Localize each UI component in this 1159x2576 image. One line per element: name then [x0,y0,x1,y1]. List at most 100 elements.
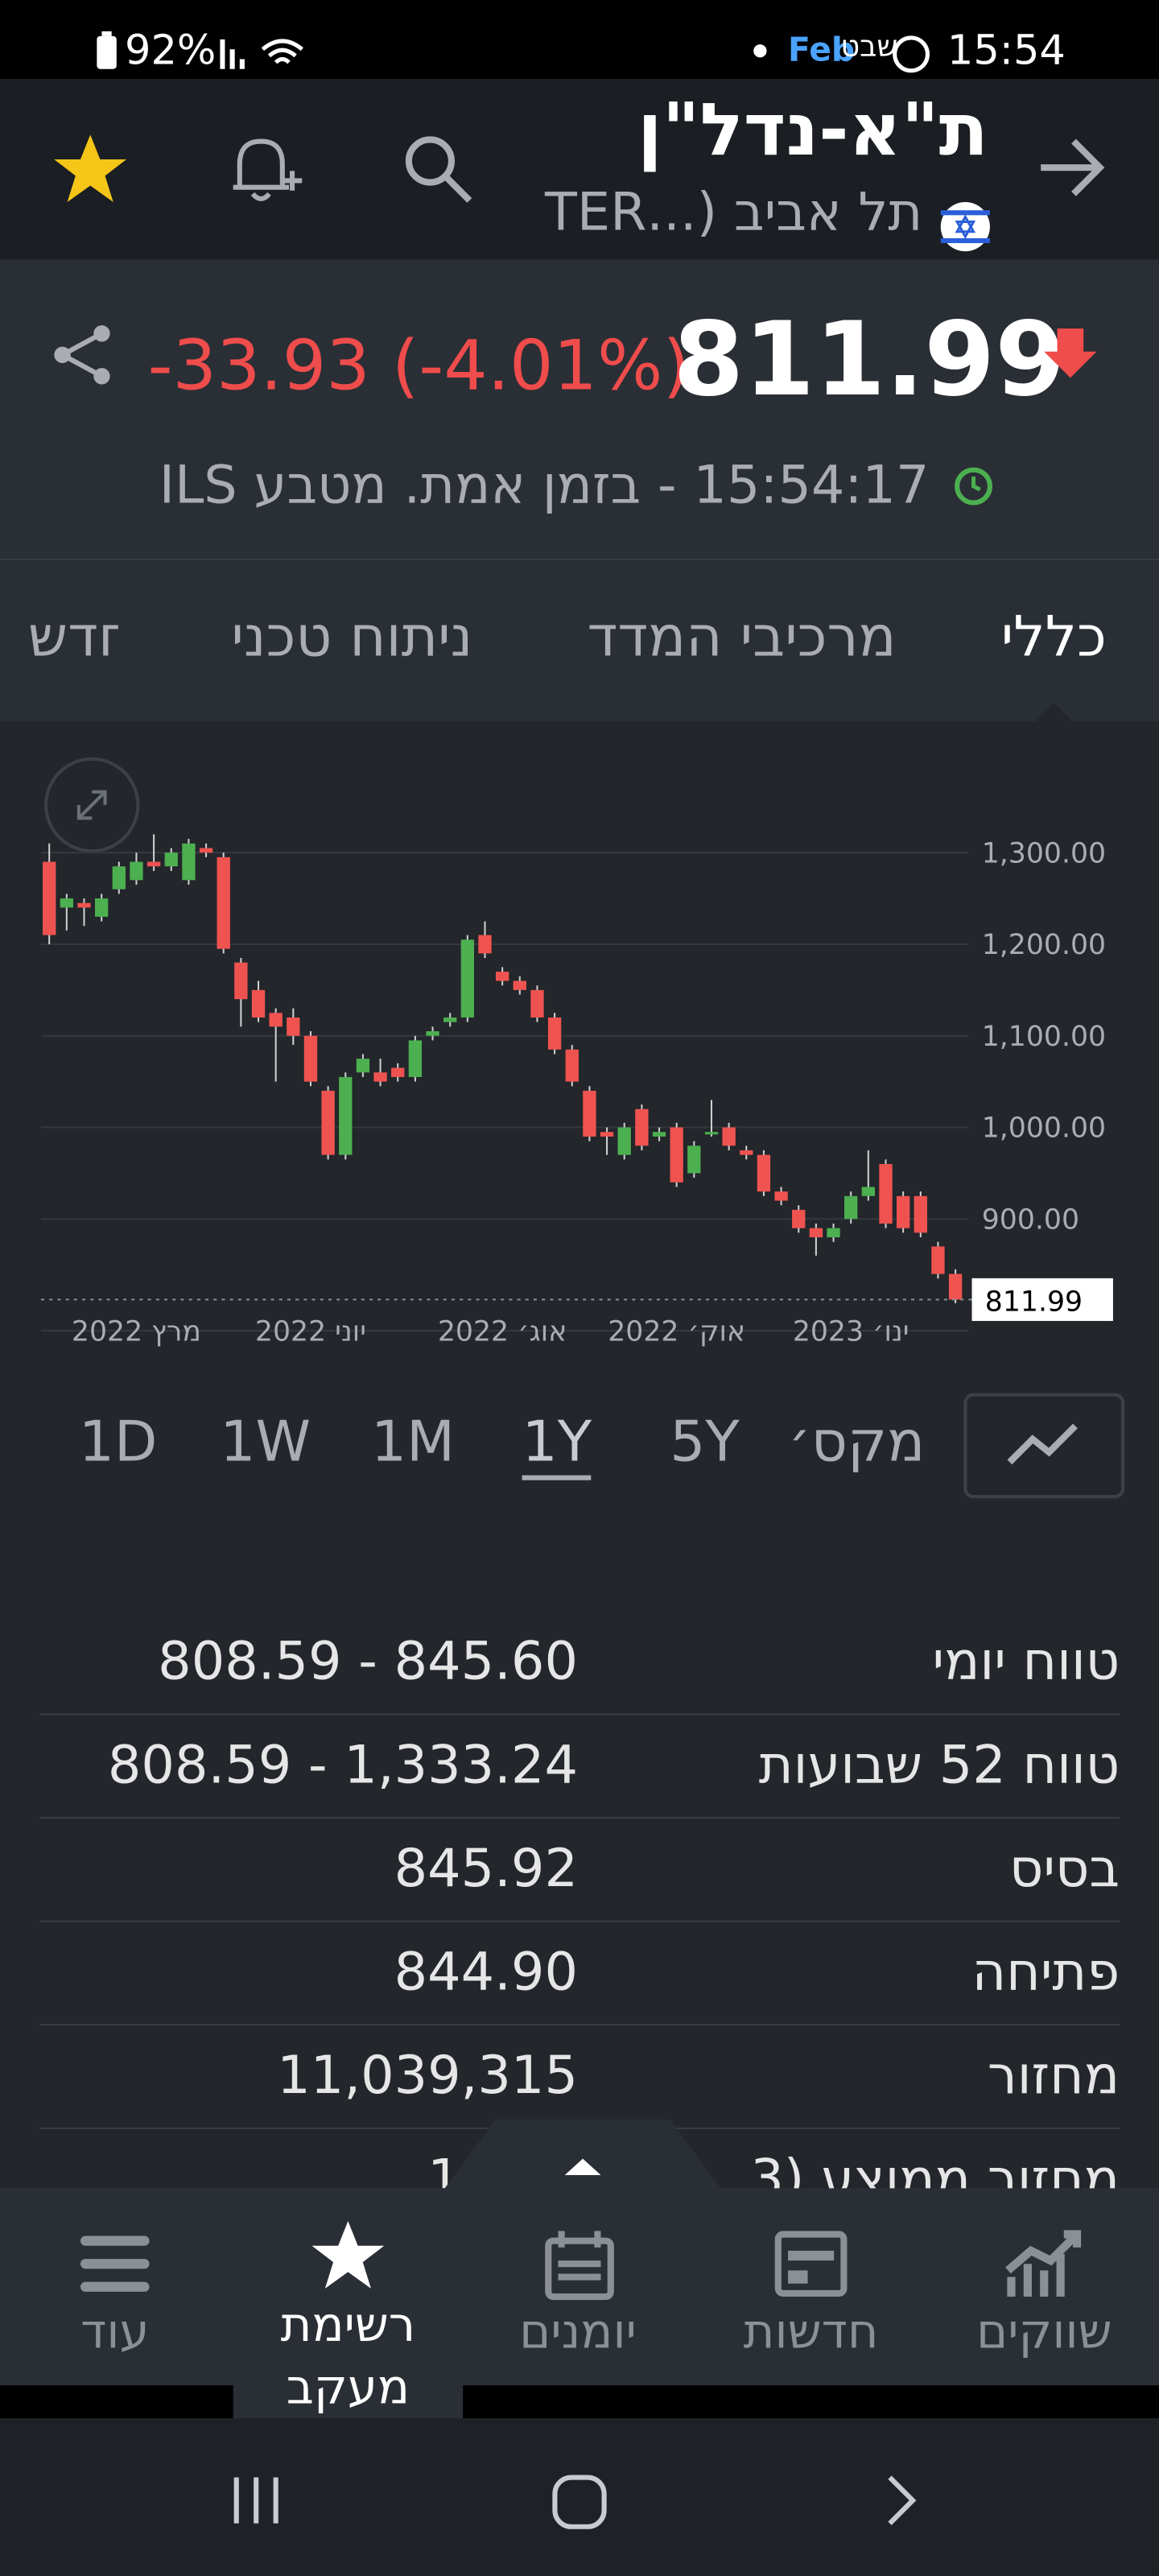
last-price-box [971,1278,1113,1321]
system-nav-icons [233,2475,917,2529]
candle-body [530,989,544,1018]
candle-body [130,861,143,881]
candle-body [146,861,161,867]
notification-text: Feb [788,29,856,69]
candle-body [844,1195,858,1220]
candle-body [321,1090,335,1155]
nav-item[interactable]: עוד [80,2303,150,2359]
candle-body [495,972,509,981]
hebrew-date: שבט [840,29,898,64]
candle-body [426,1031,439,1036]
nav-icons [80,2221,1082,2301]
stat-label: טווח יומי [932,1629,1120,1693]
candle-body [652,1132,666,1137]
candle-body [600,1132,614,1137]
favorite-button[interactable] [52,131,128,207]
alert-button[interactable] [226,131,303,207]
candle-body [774,1191,788,1201]
candle-body [948,1274,963,1300]
pull-tab[interactable] [430,2119,736,2208]
instrument-subtitle: תל אביב (...TER [544,180,923,244]
x-tick-label: מרץ 2022 [72,1315,201,1348]
candle-body [182,843,196,881]
nav-item[interactable]: רשימת מעקב [280,2297,416,2415]
candle-body [94,898,109,917]
dot [753,44,767,58]
range-button[interactable]: מקס׳ [788,1410,926,1476]
line-icon [1007,1423,1078,1465]
stat-value: 844.90 [394,1940,578,2003]
tab[interactable]: ניתוח טכני [231,605,473,671]
y-tick-label: 900.00 [982,1204,1079,1236]
tab[interactable]: חדש [0,605,118,671]
nav-item[interactable]: חדשות [743,2303,879,2359]
stats-row: פתיחה 844.90 [39,1921,1120,2026]
candle-body [460,939,475,1018]
y-tick-label: 1,000.00 [982,1113,1106,1145]
nav-item[interactable]: שווקים [975,2303,1112,2359]
candle-body [234,962,248,1000]
candle-body [670,1127,683,1183]
price-chart: 900.00 1,000.00 1,100.00 1,200.00 1,300.00 מר… [40,757,1113,1348]
chart-type-button[interactable] [963,1393,1125,1499]
price-change: -33.93 (-4.01%) [147,325,690,407]
candle-body [896,1195,910,1228]
stat-value: 11,039,315 [277,2043,578,2107]
candle-body [704,1132,719,1135]
bottom-nav [0,2188,1159,2386]
nav-item[interactable]: יומנים [519,2303,637,2359]
candle-body [513,980,526,990]
tab[interactable]: מרכיבי המדד [587,605,897,671]
whatsapp-icon [893,35,930,73]
candle-body [635,1108,649,1146]
range-button[interactable]: 1D [78,1410,158,1476]
range-button[interactable]: 1M [370,1410,455,1476]
range-button[interactable]: 5Y [670,1410,740,1476]
candle-body [827,1228,840,1238]
candle-body [478,935,492,954]
share-button[interactable] [49,322,115,388]
expand-icon [76,790,107,820]
candle-body [565,1049,579,1082]
candle-body [251,989,266,1018]
candle-body [931,1246,945,1274]
flag-icon [940,202,990,252]
stat-value: 808.59 - 845.60 [158,1629,578,1693]
candle-body [391,1067,405,1077]
x-tick-label: יוני 2022 [255,1315,366,1348]
signal-icons [220,39,303,69]
x-tick-label: אוג׳ 2022 [438,1315,567,1348]
candle-body [722,1127,736,1146]
candle-body [687,1146,701,1174]
live-icon [955,467,992,506]
system-nav [0,2418,1159,2576]
candle-body [809,1228,823,1238]
candle-body [164,852,178,867]
stat-value: 845.92 [394,1836,578,1900]
candle-body [408,1040,423,1077]
search-button[interactable] [401,131,476,207]
x-tick-label: אוק׳ 2022 [608,1315,745,1348]
app-header: ת"א-נדל"ן תל אביב (...TER [0,78,1159,260]
range-button[interactable]: 1W [220,1410,311,1476]
range-button[interactable]: 1Y [522,1410,592,1480]
candle-body [757,1154,771,1192]
stats-row: טווח יומי 808.59 - 845.60 [39,1610,1120,1715]
down-arrow [1044,328,1097,378]
tab-bar [0,558,1159,721]
candle-body [861,1187,876,1196]
stat-value: 808.59 - 1,333.24 [107,1733,578,1796]
back-button[interactable] [1034,134,1107,200]
expand-button[interactable] [44,757,140,853]
candle-body [792,1209,806,1228]
candle-body [199,848,213,853]
stat-label: מחזור [987,2043,1120,2107]
candle-body [112,866,126,890]
candle-body [303,1035,318,1082]
x-tick-label: ינו׳ 2023 [793,1315,909,1348]
status-bar: 92% Feb שבט 15:54 [0,0,1159,79]
candle-body [269,1013,283,1027]
stats-row: מחזור 11,039,315 [39,2024,1120,2129]
tab[interactable]: כללי [1000,605,1107,671]
